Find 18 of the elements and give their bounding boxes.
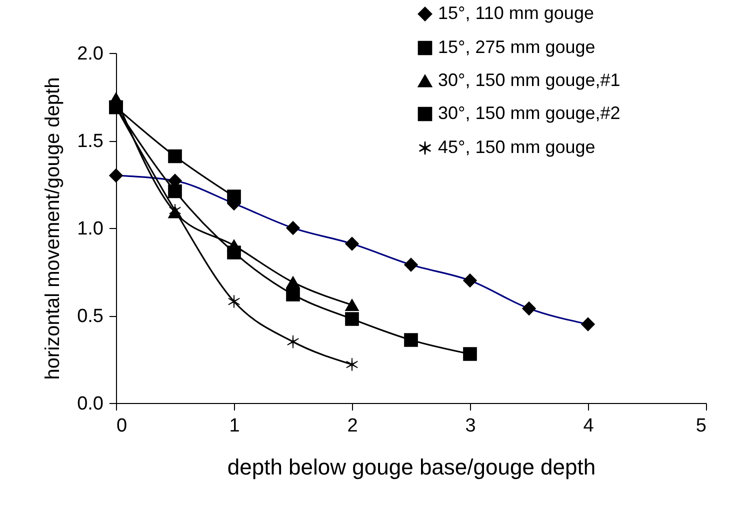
legend-label: 15°, 110 mm gouge (438, 3, 594, 23)
legend-label: 30°, 150 mm gouge,#2 (438, 103, 620, 123)
x-tick-label: 0 (116, 416, 128, 436)
legend-label: 15°, 275 mm gouge (438, 37, 596, 57)
legend-label: 30°, 150 mm gouge,#1 (438, 70, 620, 90)
x-axis-title: depth below gouge base/gouge depth (227, 454, 596, 480)
legend-label: 45°, 150 mm gouge (438, 137, 596, 157)
x-tick-label: 2 (347, 416, 358, 436)
x-tick-label: 5 (696, 416, 706, 436)
y-tick-label: 1.0 (77, 218, 104, 240)
x-tick-label: 3 (465, 416, 476, 436)
x-tick-label: 1 (229, 416, 240, 436)
y-tick-label: 1.5 (77, 131, 104, 152)
y-tick-label: 0.5 (77, 306, 104, 327)
y-tick-label: 0.0 (77, 394, 104, 414)
x-tick-label: 4 (583, 416, 594, 436)
y-tick-label: 2.0 (77, 44, 104, 64)
y-axis-title: horizontal movement/gouge depth (42, 77, 64, 380)
